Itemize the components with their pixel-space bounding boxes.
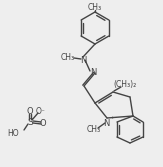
Text: HO: HO [7,128,19,137]
Text: ⁺: ⁺ [110,117,114,123]
Text: N: N [90,67,96,76]
Text: CH₃: CH₃ [88,3,102,12]
Text: O: O [27,107,33,116]
Text: S: S [27,118,33,126]
Text: CH₃: CH₃ [87,125,101,134]
Text: N: N [80,55,86,64]
Text: CH₃: CH₃ [61,52,75,61]
Text: O⁻: O⁻ [36,107,46,116]
Text: N: N [103,119,109,127]
Text: (CH₃)₂: (CH₃)₂ [113,79,137,89]
Text: O: O [40,119,46,127]
